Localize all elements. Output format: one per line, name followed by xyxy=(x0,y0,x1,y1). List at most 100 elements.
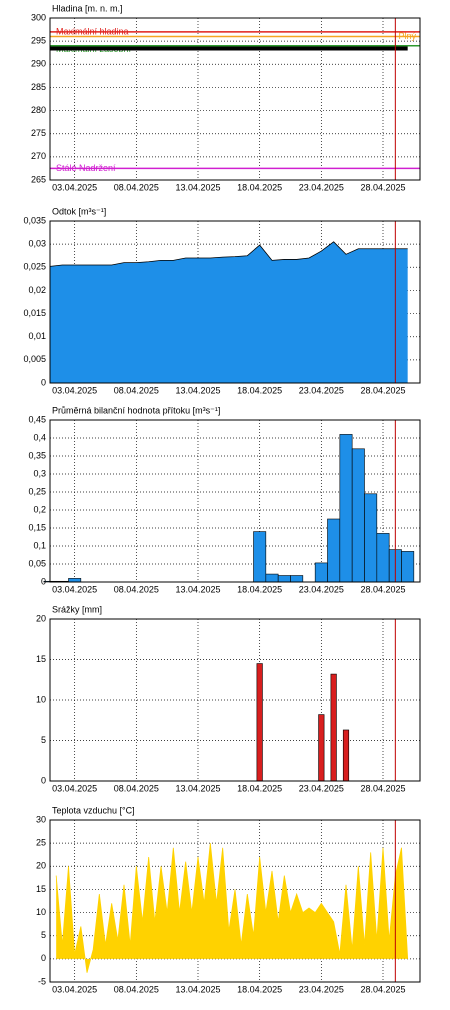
x-tick-label: 18.04.2025 xyxy=(237,584,282,594)
bar xyxy=(351,448,365,583)
y-tick-label: 0,3 xyxy=(33,468,46,478)
bar xyxy=(314,562,328,583)
x-tick-label: 08.04.2025 xyxy=(114,182,159,192)
x-tick-label: 13.04.2025 xyxy=(175,984,220,994)
chart-title: Hladina [m. n. m.] xyxy=(52,3,123,13)
x-tick-label: 03.04.2025 xyxy=(52,783,97,793)
plot-border xyxy=(49,618,421,782)
x-tick-label: 08.04.2025 xyxy=(114,783,159,793)
bar xyxy=(364,493,378,583)
chart-title: Teplota vzduchu [°C] xyxy=(52,805,135,815)
y-tick-label: 20 xyxy=(36,613,46,623)
x-tick-label: 23.04.2025 xyxy=(299,182,344,192)
bar xyxy=(277,575,291,583)
bar xyxy=(318,714,325,782)
y-tick-label: 0,15 xyxy=(28,522,46,532)
y-tick-label: 280 xyxy=(31,105,46,115)
x-tick-label: 08.04.2025 xyxy=(114,385,159,395)
y-tick-label: 25 xyxy=(36,838,46,848)
y-tick-label: 0 xyxy=(41,576,46,586)
y-tick-label: 285 xyxy=(31,82,46,92)
y-tick-label: -5 xyxy=(38,976,46,986)
y-tick-label: 0 xyxy=(41,377,46,387)
y-tick-label: 290 xyxy=(31,59,46,69)
y-tick-label: 0,02 xyxy=(28,285,46,295)
plot-border xyxy=(49,17,421,181)
y-tick-label: 20 xyxy=(36,861,46,871)
x-tick-label: 18.04.2025 xyxy=(237,783,282,793)
bar xyxy=(253,531,267,583)
y-tick-label: 270 xyxy=(31,151,46,161)
x-tick-label: 28.04.2025 xyxy=(360,783,405,793)
y-tick-label: 0,015 xyxy=(23,308,46,318)
y-tick-label: 5 xyxy=(41,735,46,745)
y-tick-label: 15 xyxy=(36,654,46,664)
x-tick-label: 23.04.2025 xyxy=(299,584,344,594)
y-tick-label: 0,01 xyxy=(28,331,46,341)
y-tick-label: 5 xyxy=(41,930,46,940)
x-tick-label: 28.04.2025 xyxy=(360,984,405,994)
y-tick-label: 0,2 xyxy=(33,504,46,514)
y-tick-label: 0,035 xyxy=(23,215,46,225)
y-tick-label: 0,1 xyxy=(33,540,46,550)
plot-border xyxy=(49,419,421,583)
plot-frame xyxy=(49,618,421,782)
x-tick-label: 23.04.2025 xyxy=(299,783,344,793)
y-tick-label: 0,35 xyxy=(28,450,46,460)
x-tick-label: 13.04.2025 xyxy=(175,385,220,395)
area xyxy=(56,843,408,973)
x-tick-label: 28.04.2025 xyxy=(360,385,405,395)
y-tick-label: 0 xyxy=(41,775,46,785)
x-tick-label: 08.04.2025 xyxy=(114,584,159,594)
x-tick-label: 03.04.2025 xyxy=(52,984,97,994)
y-tick-label: 15 xyxy=(36,884,46,894)
reference-label: Plný xyxy=(398,31,416,41)
bar xyxy=(342,729,350,782)
y-tick-label: 0,03 xyxy=(28,239,46,249)
y-tick-label: 0,025 xyxy=(23,262,46,272)
y-tick-label: 10 xyxy=(36,694,46,704)
x-tick-label: 13.04.2025 xyxy=(175,182,220,192)
bar xyxy=(376,533,390,583)
y-tick-label: 300 xyxy=(31,12,46,22)
x-tick-label: 13.04.2025 xyxy=(175,584,220,594)
area-outline xyxy=(55,843,409,973)
x-tick-label: 23.04.2025 xyxy=(299,984,344,994)
y-tick-label: 0,05 xyxy=(28,558,46,568)
y-tick-label: 295 xyxy=(31,36,46,46)
chart-title: Odtok [m³s⁻¹] xyxy=(52,206,106,216)
bar xyxy=(265,573,279,583)
y-tick-label: 265 xyxy=(31,174,46,184)
bar xyxy=(401,551,415,583)
plot-border xyxy=(49,819,421,983)
x-tick-label: 03.04.2025 xyxy=(52,584,97,594)
x-tick-label: 23.04.2025 xyxy=(299,385,344,395)
x-tick-label: 13.04.2025 xyxy=(175,783,220,793)
x-tick-label: 18.04.2025 xyxy=(237,984,282,994)
y-tick-label: 275 xyxy=(31,128,46,138)
bar xyxy=(330,673,337,782)
reference-label: Stálé Nadržení xyxy=(56,163,116,173)
y-tick-label: 0 xyxy=(41,953,46,963)
plot-frame xyxy=(49,17,421,181)
bar xyxy=(256,663,263,782)
chart-title: Průměrná bilanční hodnota přítoku [m³s⁻¹… xyxy=(52,405,220,415)
bar xyxy=(339,434,353,583)
x-tick-label: 28.04.2025 xyxy=(360,584,405,594)
x-tick-label: 18.04.2025 xyxy=(237,182,282,192)
chart-title: Srážky [mm] xyxy=(52,604,102,614)
x-tick-label: 03.04.2025 xyxy=(52,385,97,395)
x-tick-label: 03.04.2025 xyxy=(52,182,97,192)
y-tick-label: 0,45 xyxy=(28,414,46,424)
bar xyxy=(68,578,82,583)
plot-border xyxy=(49,220,421,384)
x-tick-label: 28.04.2025 xyxy=(360,182,405,192)
reference-label: Maximální hladina xyxy=(56,26,129,36)
y-tick-label: 0,4 xyxy=(33,432,46,442)
y-tick-label: 10 xyxy=(36,907,46,917)
y-tick-label: 30 xyxy=(36,814,46,824)
x-tick-label: 18.04.2025 xyxy=(237,385,282,395)
y-tick-label: 0,25 xyxy=(28,486,46,496)
bar xyxy=(327,518,341,583)
